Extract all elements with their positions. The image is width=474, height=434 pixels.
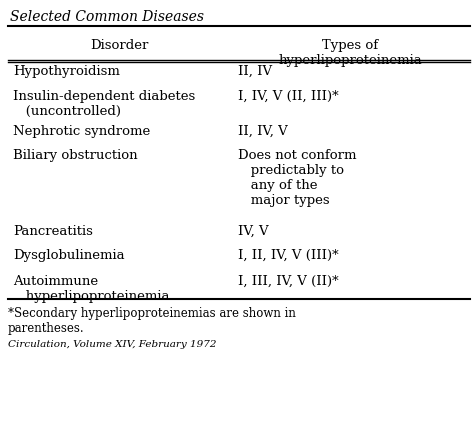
Text: I, IV, V (II, III)*: I, IV, V (II, III)* xyxy=(238,90,338,103)
Text: I, II, IV, V (III)*: I, II, IV, V (III)* xyxy=(238,248,338,261)
Text: *Secondary hyperlipoproteinemias are shown in
parentheses.: *Secondary hyperlipoproteinemias are sho… xyxy=(8,306,296,334)
Text: II, IV, V: II, IV, V xyxy=(238,125,288,138)
Text: Hypothyroidism: Hypothyroidism xyxy=(13,65,120,78)
Text: Insulin-dependent diabetes
   (uncontrolled): Insulin-dependent diabetes (uncontrolled… xyxy=(13,90,195,118)
Text: IV, V: IV, V xyxy=(238,224,269,237)
Text: Does not conform
   predictably to
   any of the
   major types: Does not conform predictably to any of t… xyxy=(238,149,356,207)
Text: Disorder: Disorder xyxy=(90,39,148,52)
Text: Selected Common Diseases: Selected Common Diseases xyxy=(10,10,204,24)
Text: Types of
hyperlipoproteinemia: Types of hyperlipoproteinemia xyxy=(278,39,422,67)
Text: Nephrotic syndrome: Nephrotic syndrome xyxy=(13,125,150,138)
Text: Pancreatitis: Pancreatitis xyxy=(13,224,93,237)
Text: Dysglobulinemia: Dysglobulinemia xyxy=(13,248,125,261)
Text: I, III, IV, V (II)*: I, III, IV, V (II)* xyxy=(238,274,338,287)
Text: Circulation, Volume XIV, February 1972: Circulation, Volume XIV, February 1972 xyxy=(8,339,217,348)
Text: Autoimmune
   hyperlipoproteinemia: Autoimmune hyperlipoproteinemia xyxy=(13,274,170,302)
Text: II, IV: II, IV xyxy=(238,65,272,78)
Text: Biliary obstruction: Biliary obstruction xyxy=(13,149,137,161)
